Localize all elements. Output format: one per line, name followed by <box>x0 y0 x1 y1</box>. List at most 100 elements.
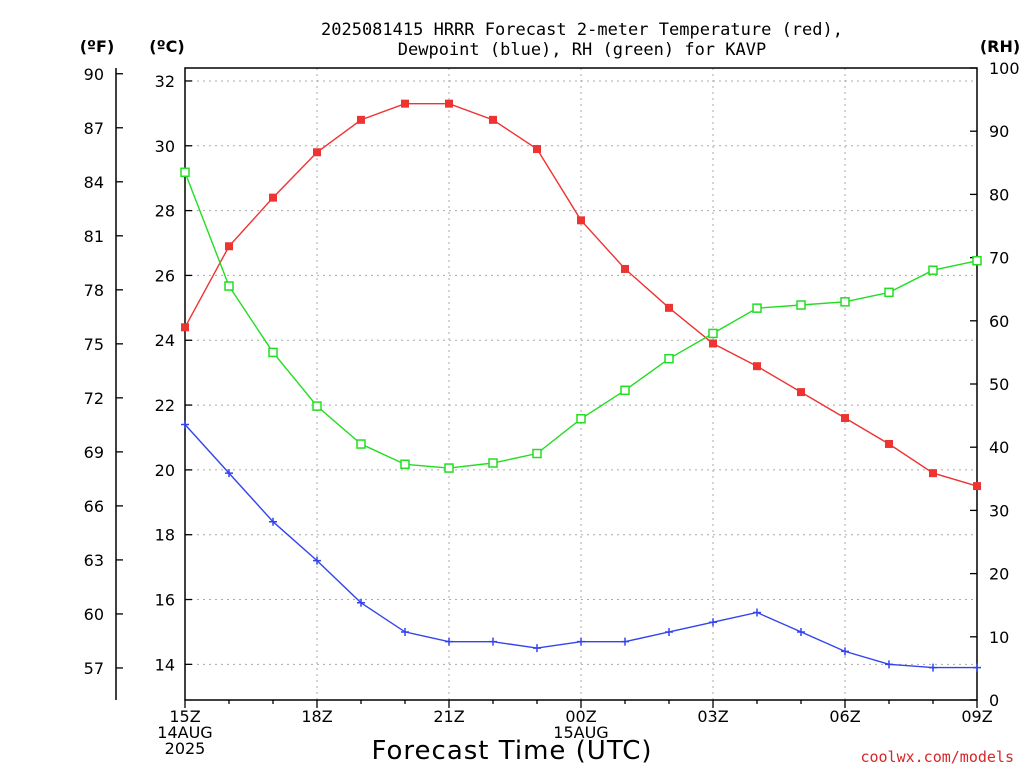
temperature-marker <box>753 362 761 371</box>
rh-marker <box>356 439 366 449</box>
dewpoint-marker <box>753 608 761 617</box>
x-tick-label: 18Z <box>301 707 332 726</box>
x-tick-label: 03Z <box>697 707 728 726</box>
fahrenheit-tick-label: 72 <box>84 389 104 408</box>
rh-marker <box>576 414 586 424</box>
dewpoint-marker <box>445 637 453 646</box>
celsius-tick-label: 32 <box>155 72 175 91</box>
celsius-tick-label: 22 <box>155 396 175 415</box>
celsius-tick-label: 14 <box>155 655 175 674</box>
temperature-marker <box>797 388 805 397</box>
x-tick-label: 00Z <box>565 707 596 726</box>
rh-marker <box>664 353 674 364</box>
dewpoint-marker <box>973 663 981 672</box>
fahrenheit-tick-label: 87 <box>84 119 104 138</box>
temperature-marker <box>357 115 365 124</box>
temperature-marker <box>225 242 233 251</box>
dewpoint-marker <box>709 618 717 627</box>
celsius-tick-label: 24 <box>155 331 175 350</box>
dewpoint-marker <box>181 420 189 429</box>
dewpoint-marker <box>533 644 541 653</box>
celsius-tick-label: 26 <box>155 266 175 285</box>
temperature-marker <box>929 469 937 478</box>
rh-tick-label: 10 <box>989 628 1009 647</box>
fahrenheit-tick-label: 66 <box>84 497 104 516</box>
temperature-marker <box>533 145 541 154</box>
celsius-tick-label: 18 <box>155 526 175 545</box>
rh-tick-label: 50 <box>989 375 1009 394</box>
rh-marker <box>532 448 542 459</box>
celsius-tick-label: 30 <box>155 137 175 156</box>
temperature-marker <box>577 216 585 225</box>
dewpoint-marker <box>489 637 497 646</box>
x-tick-label: 15AUG <box>553 723 608 742</box>
temperature-marker <box>621 264 629 273</box>
rh-marker <box>488 458 498 468</box>
dewpoint-marker <box>225 469 233 478</box>
series-layer <box>180 99 982 672</box>
fahrenheit-tick-label: 78 <box>84 281 104 300</box>
rh-marker <box>796 300 806 310</box>
dewpoint-marker <box>841 647 849 656</box>
rh-marker <box>620 385 630 396</box>
rh-marker <box>180 167 190 178</box>
rh-marker <box>752 303 762 313</box>
gridlines <box>185 68 977 700</box>
chart-title-line-1: 2025081415 HRRR Forecast 2-meter Tempera… <box>321 20 843 40</box>
dewpoint-marker <box>621 637 629 646</box>
rh-marker <box>708 328 718 339</box>
rh-marker <box>884 287 894 298</box>
rh-series <box>180 167 982 473</box>
fahrenheit-tick-label: 90 <box>84 65 104 84</box>
temperature-marker <box>269 193 277 202</box>
temperature-marker <box>181 323 189 332</box>
temperature-marker <box>445 99 453 108</box>
dewpoint-marker <box>885 660 893 669</box>
rh-tick-label: 70 <box>989 249 1009 268</box>
x-tick-label: 2025 <box>165 739 206 758</box>
x-axis-title: Forecast Time (UTC) <box>371 736 652 766</box>
dewpoint-marker <box>929 663 937 672</box>
fahrenheit-tick-label: 63 <box>84 551 104 570</box>
tick-labels: 57 60 63 66 69 72 75 78 81 84 87 90 14 16 18 20 22 24 26 28… <box>84 59 1020 758</box>
dewpoint-marker <box>577 637 585 646</box>
fahrenheit-tick-label: 60 <box>84 605 104 624</box>
rh-marker <box>972 256 982 266</box>
fahrenheit-tick-label: 57 <box>84 659 104 678</box>
fahrenheit-tick-label: 84 <box>84 173 104 192</box>
temperature-series <box>181 99 981 491</box>
x-tick-label: 14AUG <box>157 723 212 742</box>
rh-tick-label: 90 <box>989 122 1009 141</box>
celsius-unit-label: (ºC) <box>149 37 184 56</box>
rh-marker <box>224 281 234 291</box>
temperature-marker <box>313 148 321 157</box>
celsius-tick-label: 16 <box>155 591 175 610</box>
fahrenheit-unit-label: (ºF) <box>80 37 115 56</box>
dewpoint-marker <box>313 556 321 565</box>
rh-tick-label: 40 <box>989 438 1009 457</box>
x-tick-label: 09Z <box>961 707 992 726</box>
dewpoint-marker <box>797 627 805 636</box>
rh-marker <box>928 265 938 275</box>
fahrenheit-tick-label: 81 <box>84 227 104 246</box>
rh-tick-label: 20 <box>989 565 1009 584</box>
temperature-marker <box>709 339 717 348</box>
fahrenheit-tick-label: 69 <box>84 443 104 462</box>
rh-marker <box>444 463 454 473</box>
x-tick-label: 15Z <box>169 707 200 726</box>
dewpoint-marker <box>665 627 673 636</box>
credit-link[interactable]: coolwx.com/models <box>860 748 1014 766</box>
rh-tick-label: 80 <box>989 185 1009 204</box>
rh-unit-label: (RH) <box>980 37 1020 56</box>
rh-marker <box>268 347 278 358</box>
x-tick-label: 21Z <box>433 707 464 726</box>
chart-title-line-2: Dewpoint (blue), RH (green) for KAVP <box>398 40 766 60</box>
temperature-marker <box>885 439 893 448</box>
celsius-tick-label: 28 <box>155 202 175 221</box>
dewpoint-marker <box>401 627 409 636</box>
celsius-tick-label: 20 <box>155 461 175 480</box>
rh-tick-label: 60 <box>989 312 1009 331</box>
temperature-marker <box>973 482 981 491</box>
